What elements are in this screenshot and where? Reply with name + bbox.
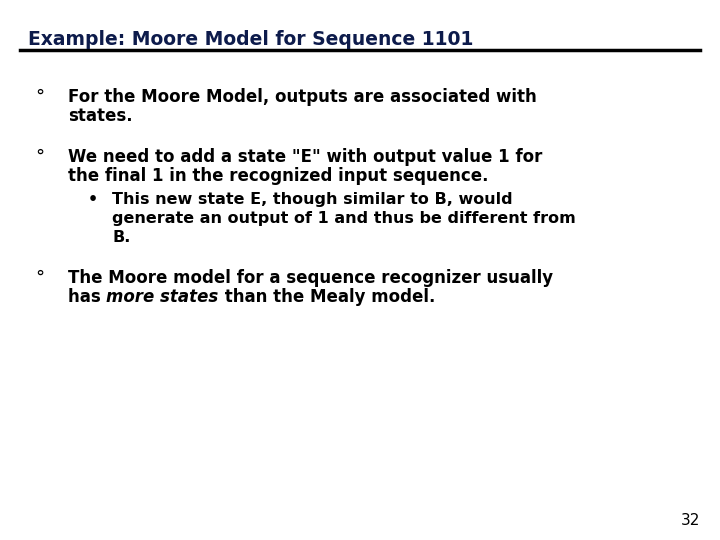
Text: We need to add a state "E" with output value 1 for: We need to add a state "E" with output v… [68, 148, 542, 166]
Text: than the Mealy model.: than the Mealy model. [219, 288, 435, 306]
Text: The Moore model for a sequence recognizer usually: The Moore model for a sequence recognize… [68, 269, 553, 287]
Text: 32: 32 [680, 513, 700, 528]
Text: generate an output of 1 and thus be different from: generate an output of 1 and thus be diff… [112, 211, 576, 226]
Text: has: has [68, 288, 107, 306]
Text: °: ° [35, 148, 44, 166]
Text: more states: more states [107, 288, 219, 306]
Text: For the Moore Model, outputs are associated with: For the Moore Model, outputs are associa… [68, 88, 536, 106]
Text: the final 1 in the recognized input sequence.: the final 1 in the recognized input sequ… [68, 167, 488, 185]
Text: °: ° [35, 269, 44, 287]
Text: This new state E, though similar to B, would: This new state E, though similar to B, w… [112, 192, 513, 207]
Text: B.: B. [112, 230, 130, 245]
Text: states.: states. [68, 107, 132, 125]
Text: Example: Moore Model for Sequence 1101: Example: Moore Model for Sequence 1101 [28, 30, 473, 49]
Text: °: ° [35, 88, 44, 106]
Text: •: • [88, 192, 98, 207]
